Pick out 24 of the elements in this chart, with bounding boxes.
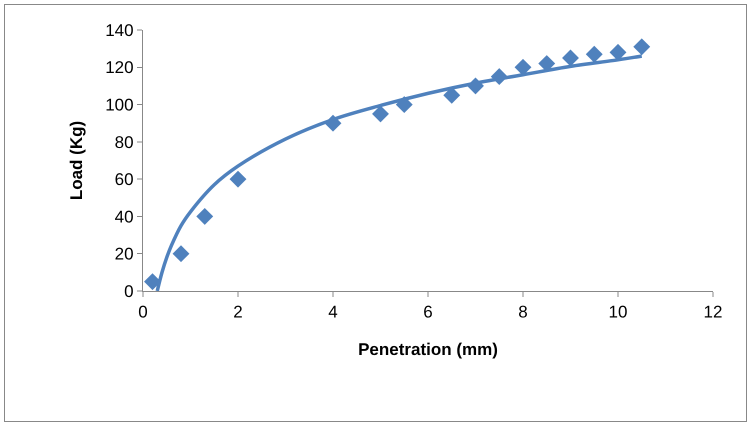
point xyxy=(633,38,650,56)
point xyxy=(172,245,190,262)
x-axis-title: Penetration (mm) xyxy=(358,340,498,359)
point xyxy=(562,50,579,66)
point xyxy=(586,46,603,63)
y-tick-label: 80 xyxy=(114,132,134,152)
y-tick-label: 40 xyxy=(114,207,134,226)
x-tick-label: 0 xyxy=(138,302,148,322)
x-tick-label: 12 xyxy=(704,302,722,322)
y-tick-label: 120 xyxy=(105,58,134,78)
x-tick-label: 10 xyxy=(608,302,628,322)
y-tick-label: 20 xyxy=(114,244,134,264)
y-tick-label: 60 xyxy=(114,170,134,190)
point xyxy=(196,208,214,225)
y-tick-label: 100 xyxy=(105,96,134,115)
x-tick-label: 4 xyxy=(328,302,338,322)
x-tick-label: 6 xyxy=(423,302,433,322)
x-tick-label: 2 xyxy=(233,302,243,322)
point xyxy=(372,105,389,122)
x-tick-label: 8 xyxy=(518,302,528,322)
point xyxy=(230,170,246,188)
y-tick-label: 140 xyxy=(105,20,134,40)
y-tick-label: 0 xyxy=(124,282,134,301)
y-axis-title: Load (Kg) xyxy=(66,120,86,200)
